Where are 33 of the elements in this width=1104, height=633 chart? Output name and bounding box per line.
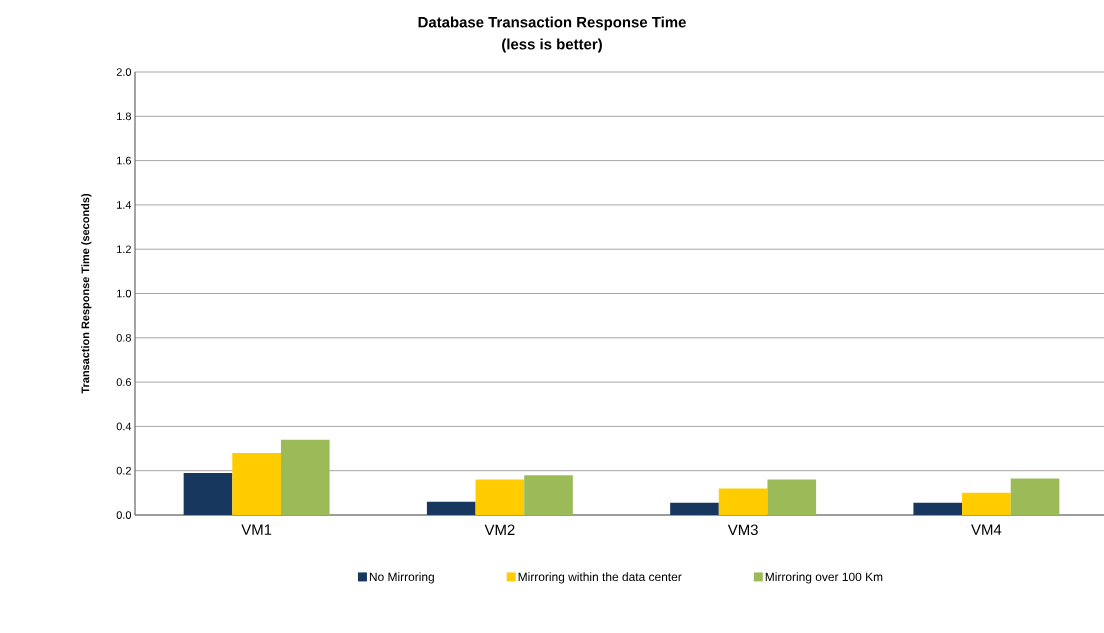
y-tick-label: 1.2 [117, 245, 131, 254]
y-tick-label: 2.0 [116, 68, 132, 76]
bar [232, 452, 281, 515]
x-tick-label: VM1 [241, 524, 272, 535]
legend-label: Mirroring over 100 Km [765, 572, 883, 584]
y-tick-label: 0.8 [116, 333, 131, 342]
legend-label: Mirroring within the data center [518, 572, 682, 584]
y-tick-label: 1.6 [117, 156, 131, 165]
bar [670, 502, 719, 515]
chart-title: Database Transaction Response Time [418, 16, 686, 31]
bar [767, 479, 817, 515]
y-tick-label: 1.4 [117, 201, 132, 209]
y-axis-title: Transaction Response Time (seconds) [81, 193, 92, 394]
x-tick-label: VM4 [971, 524, 1002, 535]
x-tick-label: VM2 [484, 524, 515, 535]
y-tick-label: 0.2 [116, 466, 131, 475]
chart-subtitle: (less is better) [502, 38, 602, 53]
bar [913, 502, 963, 515]
y-tick-label: 1.0 [117, 289, 132, 298]
x-tick-label: VM3 [727, 524, 758, 536]
legend-label: No Mirroring [369, 572, 434, 584]
bar [962, 492, 1011, 515]
y-tick-label: 1.8 [117, 112, 131, 121]
bar [524, 475, 573, 515]
y-tick-label: 0.4 [116, 422, 132, 431]
bar [1010, 478, 1060, 515]
bar [183, 472, 233, 515]
bar [426, 501, 476, 515]
y-tick-label: 0.0 [116, 511, 132, 519]
y-tick-label: 0.6 [116, 378, 131, 386]
bar [718, 488, 768, 515]
bar [280, 439, 330, 515]
bar [475, 479, 525, 515]
